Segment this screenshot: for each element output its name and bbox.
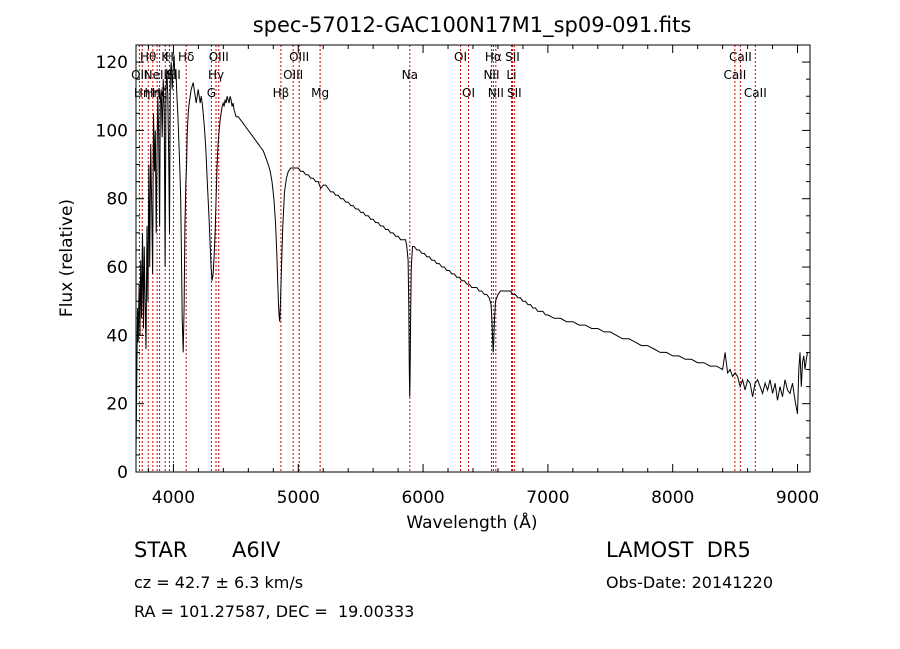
x-axis: 4000 5000 6000 7000 8000 9000: [147, 45, 819, 508]
spectral-line-label: SII: [505, 50, 520, 64]
y-axis-label: Flux (relative): [57, 199, 77, 317]
spectral-line-label: OIII: [283, 68, 303, 82]
object-subclass: A6IV: [232, 538, 281, 562]
spectral-line-label: G: [207, 86, 216, 100]
spectral-line-markers: [138, 45, 756, 472]
y-tick-label: 0: [117, 463, 128, 483]
chart-title: spec-57012-GAC100N17M1_sp09-091.fits: [253, 13, 692, 38]
y-tick-label: 100: [96, 121, 128, 141]
spectral-line-label: SII: [507, 86, 522, 100]
spectral-line-label: CaII: [723, 68, 746, 82]
plot-frame: [135, 44, 811, 473]
survey-label: LAMOST DR5: [606, 538, 751, 562]
x-tick-label: 7000: [526, 488, 569, 508]
redshift-cz: cz = 42.7 ± 6.3 km/s: [134, 573, 304, 592]
observation-date: Obs-Date: 20141220: [606, 573, 774, 592]
x-tick-label: 9000: [776, 488, 819, 508]
spectral-line-label: CaII: [744, 86, 767, 100]
spectral-line-label: Hγ: [208, 68, 224, 82]
x-tick-label: 8000: [651, 488, 694, 508]
spectral-line-label: Na: [402, 68, 418, 82]
spectral-line-label: OIII: [209, 50, 229, 64]
spectral-line-label: NII: [488, 86, 504, 100]
spectral-line-label: OI: [454, 50, 467, 64]
y-tick-label: 60: [106, 258, 128, 278]
spectral-line-label: Hζ: [152, 86, 168, 100]
y-tick-label: 120: [96, 53, 128, 73]
spectrum-series-line: [135, 55, 808, 455]
spectral-line-label: Hβ: [273, 86, 290, 100]
spectral-line-label: OII: [131, 68, 148, 82]
y-tick-label: 80: [106, 190, 128, 210]
spectral-line-label: H: [165, 50, 174, 64]
spectral-line-label: K: [161, 50, 170, 64]
spectral-line-label: SII: [166, 68, 181, 82]
x-tick-label: 5000: [277, 488, 320, 508]
spectral-line-label: Hα: [485, 50, 502, 64]
y-axis: 0 20 40 60 80 100 120: [96, 53, 810, 483]
spectral-line-label: OIII: [289, 50, 309, 64]
object-class: STAR: [134, 538, 188, 562]
spectral-line-label: NII: [483, 68, 499, 82]
y-tick-label: 20: [106, 395, 128, 415]
spectral-line-label: Li: [506, 68, 516, 82]
spectral-line-label: Hδ: [178, 50, 194, 64]
spectral-line-label: CaII: [729, 50, 752, 64]
y-tick-label: 40: [106, 326, 128, 346]
spectral-line-label: OI: [462, 86, 475, 100]
x-tick-label: 4000: [152, 488, 195, 508]
spectral-line-label: Hθ: [140, 50, 156, 64]
spectral-line-label: Mg: [311, 86, 329, 100]
x-tick-label: 6000: [401, 488, 444, 508]
spectral-line-labels: OIIHηHθHηNeIIIHζKHSIIHδGHγOIIIHβOIIIOIII…: [131, 50, 767, 100]
x-axis-label: Wavelength (Å): [406, 511, 537, 533]
spectral-line-label: Hη: [145, 86, 162, 100]
spectral-line-label: NeIII: [144, 68, 171, 82]
ra-dec-coordinates: RA = 101.27587, DEC = 19.00333: [134, 602, 415, 621]
